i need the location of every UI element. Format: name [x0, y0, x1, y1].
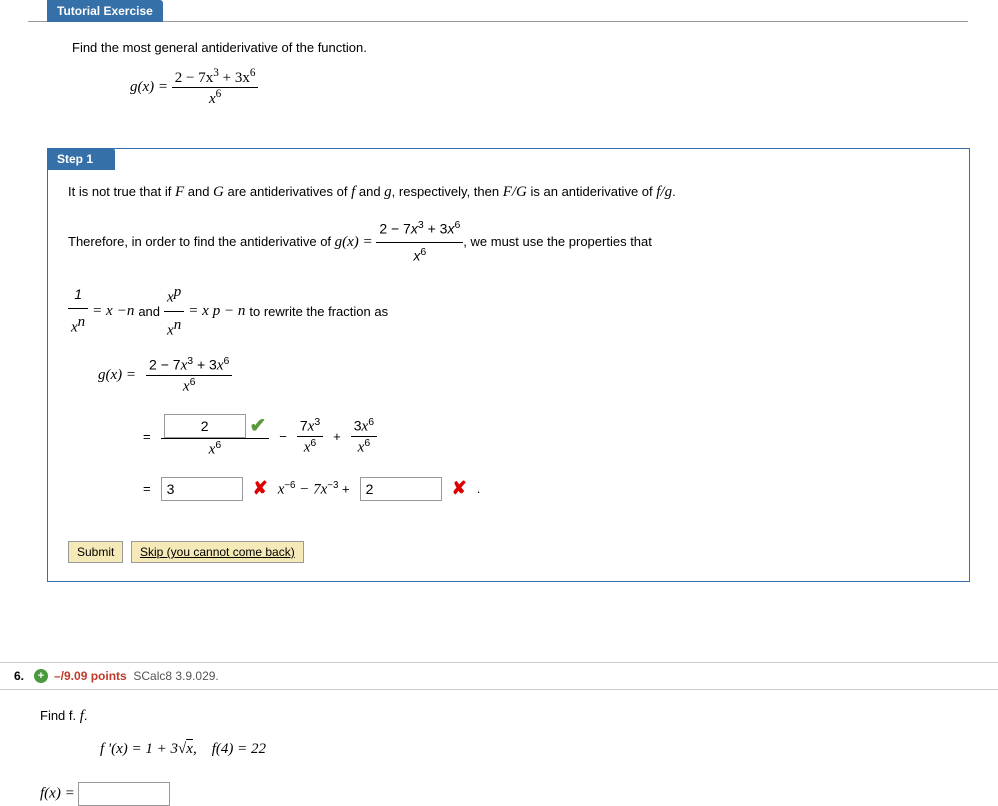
identities: 1 xn = x−n and xp xn = xp − n to rewrite…	[68, 279, 949, 345]
cross-icon: ✘	[253, 478, 268, 499]
answer-input-2[interactable]: 3	[161, 477, 243, 501]
header-divider	[28, 21, 968, 22]
expand-icon[interactable]: +	[34, 669, 48, 683]
q6-prompt: Find f. f.	[40, 708, 998, 725]
rewrite-eq-1: g(x) = 2 − 7x3 + 3x6 x6	[98, 355, 949, 395]
cross-icon-2: ✘	[452, 478, 467, 499]
answer-label: f(x) =	[40, 785, 75, 801]
assignment-ref: SCalc8 3.9.029.	[133, 669, 218, 683]
step-label: Step 1	[47, 148, 115, 170]
q6-answer-input[interactable]	[78, 782, 170, 806]
button-row: Submit Skip (you cannot come back)	[68, 541, 949, 563]
rewrite-eq-3: = 3 ✘ x−6 − 7x−3 + 2 ✘ .	[143, 477, 949, 501]
tutorial-header: Tutorial Exercise	[47, 0, 163, 22]
formula-lhs: g(x) =	[130, 79, 168, 95]
answer-input-1[interactable]: 2	[164, 414, 246, 438]
question-number: 6.	[0, 669, 24, 683]
q6-answer-row: f(x) =	[40, 782, 998, 806]
skip-button[interactable]: Skip (you cannot come back)	[131, 541, 304, 563]
step-box: Step 1 It is not true that if F and G ar…	[47, 148, 970, 582]
points-label: –/9.09 points	[54, 669, 127, 683]
question-6-header: 6. + –/9.09 points SCalc8 3.9.029.	[0, 662, 998, 690]
answer-input-3[interactable]: 2	[360, 477, 442, 501]
fraction: 2 − 7x3 + 3x6 x6	[172, 67, 259, 108]
check-icon: ✔	[249, 415, 266, 437]
given-formula: g(x) = 2 − 7x3 + 3x6 x6	[130, 67, 998, 108]
step-text-1: It is not true that if F and G are antid…	[68, 179, 949, 206]
rewrite-eq-2: = 2 ✔ x6 − 7x3 x6 + 3x6 x6	[143, 413, 949, 459]
problem-prompt: Find the most general antiderivative of …	[72, 40, 998, 55]
step-text-2: Therefore, in order to find the antideri…	[68, 216, 949, 269]
submit-button[interactable]: Submit	[68, 541, 123, 563]
